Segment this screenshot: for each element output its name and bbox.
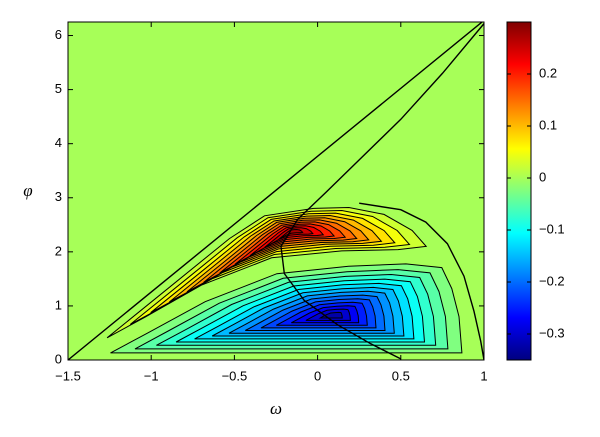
colorbar-tick-label: −0.3 bbox=[539, 325, 565, 340]
colorbar-tick-label: −0.2 bbox=[539, 273, 565, 288]
colorbar bbox=[506, 21, 532, 361]
x-tick-label: 0 bbox=[314, 368, 321, 383]
y-tick-label: 2 bbox=[55, 243, 62, 258]
colorbar-tick-label: 0 bbox=[539, 169, 546, 184]
colorbar-tick-label: −0.1 bbox=[539, 221, 565, 236]
y-tick-label: 5 bbox=[55, 81, 62, 96]
x-tick-label: −1 bbox=[144, 368, 159, 383]
plot-area bbox=[68, 22, 484, 360]
colorbar-tick-label: 0.2 bbox=[539, 65, 557, 80]
plot-frame bbox=[67, 21, 485, 361]
boundary-edge bbox=[359, 202, 484, 360]
x-tick-label: 1 bbox=[480, 368, 487, 383]
y-tick-label: 1 bbox=[55, 297, 62, 312]
boundary-curve bbox=[280, 23, 484, 360]
colorbar-tick-label: 0.1 bbox=[539, 117, 557, 132]
y-tick-label: 6 bbox=[55, 27, 62, 42]
y-tick-label: 4 bbox=[55, 135, 62, 150]
x-axis-label: ω bbox=[270, 399, 282, 418]
x-tick-label: −1.5 bbox=[55, 368, 81, 383]
boundary-line bbox=[68, 22, 484, 360]
y-axis-label: φ bbox=[23, 181, 32, 200]
y-tick-label: 0 bbox=[55, 351, 62, 366]
x-tick-label: 0.5 bbox=[392, 368, 410, 383]
x-tick-label: −0.5 bbox=[222, 368, 248, 383]
y-tick-label: 3 bbox=[55, 189, 62, 204]
